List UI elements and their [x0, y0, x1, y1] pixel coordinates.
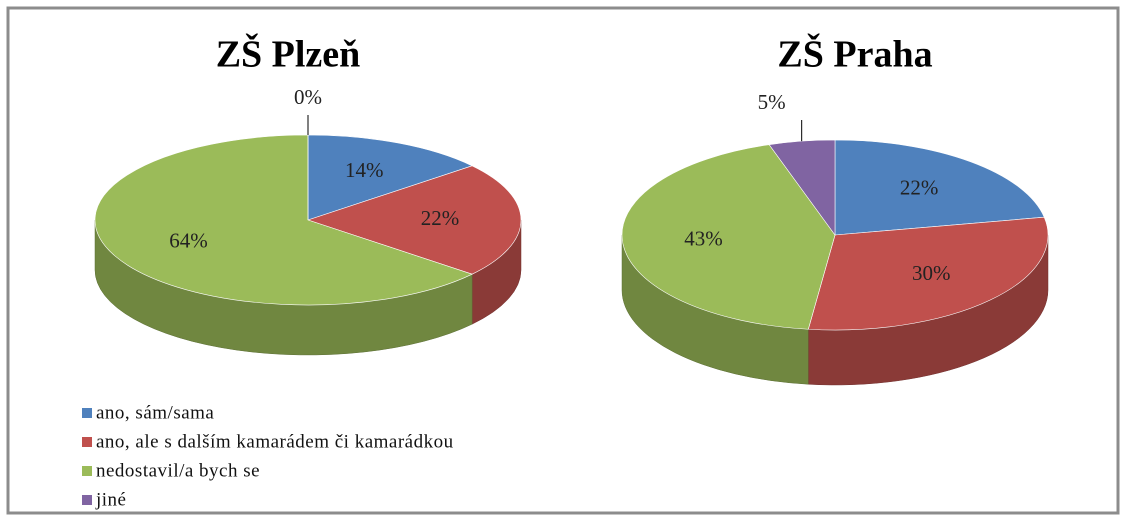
- data-label: 0%: [294, 85, 322, 109]
- pie-slice: [621, 144, 836, 330]
- legend-swatch: [82, 408, 92, 418]
- pie-slice: [94, 134, 473, 306]
- data-label: 22%: [421, 206, 460, 230]
- data-label: 43%: [684, 226, 723, 250]
- legend-label: ano, sám/sama: [96, 402, 214, 423]
- pie-slice: [307, 134, 473, 221]
- legend-swatch: [82, 437, 92, 447]
- legend-swatch: [82, 495, 92, 505]
- legend-label: nedostavil/a bych se: [96, 460, 260, 481]
- data-label: 14%: [345, 158, 384, 182]
- data-label: 64%: [169, 228, 208, 252]
- pie-slice: [807, 216, 1049, 331]
- chart-title: ZŠ Praha: [777, 33, 932, 76]
- data-label: 30%: [912, 261, 951, 285]
- chart-title: ZŠ Plzeň: [216, 33, 361, 76]
- legend-swatch: [82, 466, 92, 476]
- legend-label: jiné: [95, 489, 127, 510]
- pie-slice: [768, 139, 836, 236]
- data-label: 22%: [900, 175, 939, 199]
- pie-slice: [834, 139, 1045, 236]
- pie-slice: [307, 165, 522, 275]
- data-label: 5%: [758, 90, 786, 114]
- legend-label: ano, ale s dalším kamarádem či kamarádko…: [96, 431, 454, 452]
